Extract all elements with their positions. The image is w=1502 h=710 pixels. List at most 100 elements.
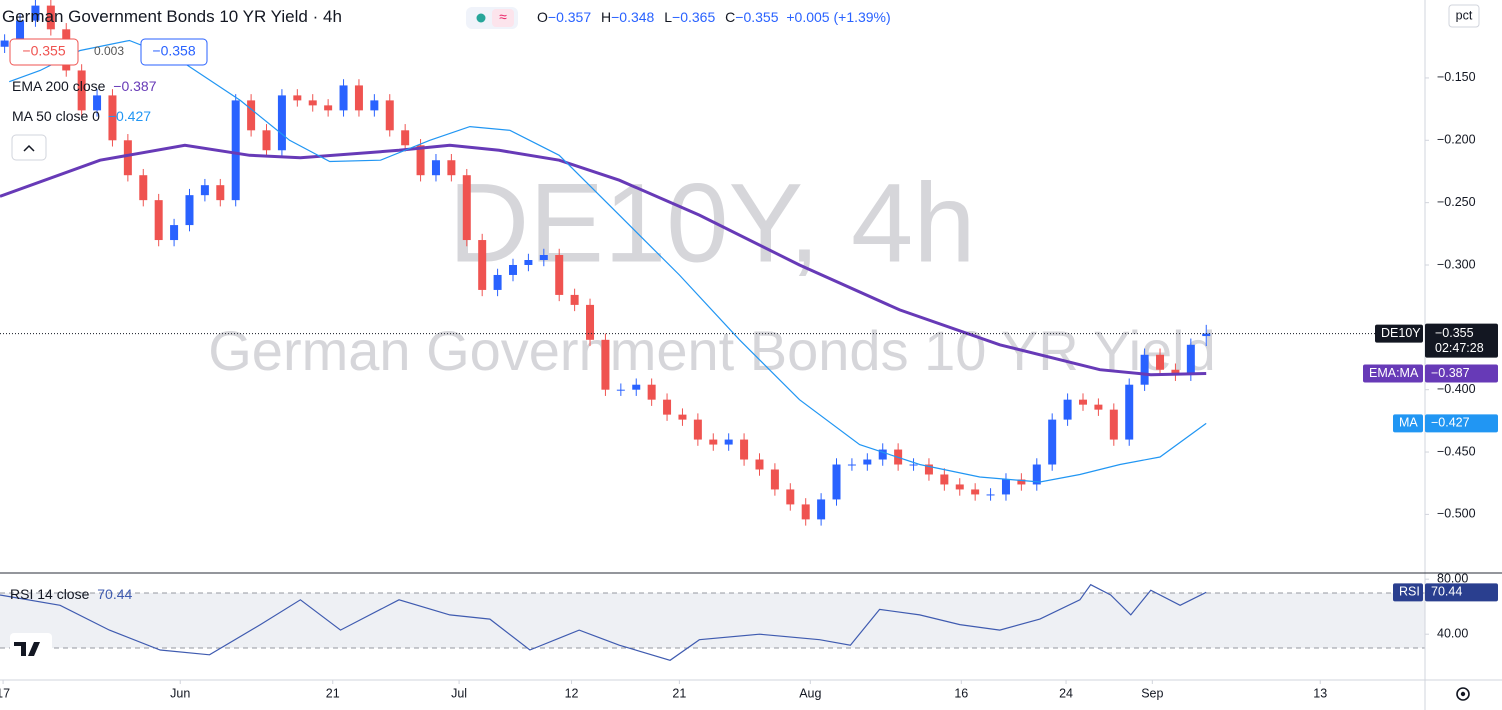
x-tick-label: Aug [799, 686, 821, 700]
ma-name: MA 50 close 0 [12, 108, 100, 124]
candle-body [185, 195, 194, 226]
change: +0.005 (+1.39%) [786, 9, 890, 25]
candle-body [46, 5, 55, 30]
status-dot [476, 13, 486, 23]
ema-name: EMA 200 close [12, 78, 106, 94]
rsi-legend: RSI 14 close 70.44 [10, 586, 133, 602]
candle-body [447, 160, 456, 176]
candle-body [293, 95, 302, 101]
logo-mark [14, 642, 40, 656]
price-tag-label: EMA:MA [1369, 366, 1419, 380]
candle-body [601, 339, 610, 390]
candle-body [308, 100, 317, 106]
price-tag [1425, 583, 1498, 602]
ema-legend: EMA 200 close −0.387 [12, 78, 157, 94]
candle-body [509, 264, 517, 275]
spread: 0.003 [94, 44, 124, 58]
y-tick-label: −0.150 [1437, 70, 1476, 84]
price-tag [1375, 324, 1423, 343]
candle-body [724, 439, 733, 445]
candle-body [154, 200, 163, 241]
rsi-band [0, 592, 1425, 648]
y-tick-label: 80.00 [1437, 571, 1468, 585]
candle-body [324, 105, 333, 111]
c-value: −0.355 [735, 9, 778, 25]
candle-body [1171, 369, 1180, 375]
candle-body [216, 185, 225, 201]
ema-value: −0.387 [113, 78, 156, 94]
candle-body [123, 140, 132, 176]
y-tick-label: −0.200 [1437, 133, 1476, 147]
candle-body [1048, 419, 1057, 465]
candle-body [262, 130, 271, 151]
price-tag [1425, 414, 1498, 433]
title: German Government Bonds 10 YR Yield [2, 7, 308, 26]
candle-body [955, 484, 964, 490]
candle-body [1079, 399, 1087, 405]
candle-body [462, 175, 471, 241]
candle-body [1156, 354, 1165, 370]
x-tick-label: 24 [1059, 686, 1073, 700]
candle-body [416, 145, 425, 176]
legend: German Government Bonds 10 YR Yield · 4h… [2, 4, 1480, 701]
pct-label: pct [1456, 8, 1473, 22]
x-tick-label: Jun [170, 686, 190, 700]
candle-body [1017, 479, 1026, 485]
candle-body [909, 464, 918, 466]
x-tick-label: 13 [1313, 686, 1327, 700]
indicator-line [0, 143, 1207, 377]
candle-body [524, 260, 533, 265]
candle-body [1094, 404, 1103, 410]
candle-body [1032, 464, 1041, 485]
y-tick-label: −0.300 [1437, 257, 1476, 271]
price-tag [1393, 583, 1423, 602]
y-tick-label: −0.400 [1437, 382, 1476, 396]
price-tag [1393, 414, 1423, 433]
plot [0, 0, 1425, 661]
l-label: L [664, 9, 672, 25]
candle-body [663, 399, 672, 415]
candle-body [139, 175, 148, 201]
x-tick-label: Sep [1141, 686, 1163, 700]
y-tick-label: −0.250 [1437, 195, 1476, 209]
candle-body [339, 85, 348, 111]
buy-button[interactable] [140, 38, 208, 66]
candle-body [31, 5, 40, 21]
last-price-tag [1425, 323, 1498, 358]
ma-legend: MA 50 close 0 −0.427 [12, 108, 151, 124]
candle-body [847, 464, 856, 466]
candle-body [770, 469, 779, 490]
settings-icon[interactable] [1456, 687, 1470, 701]
candle-body [755, 459, 764, 470]
candle-body [401, 130, 410, 146]
candle-body [385, 100, 394, 131]
candle-body [354, 85, 363, 111]
h-value: −0.348 [611, 9, 654, 25]
price-tag-label: 70.44 [1431, 585, 1462, 599]
watermark-name: German Government Bonds 10 YR Yield [208, 319, 1216, 382]
x-tick-label: Jul [451, 686, 467, 700]
ma-value: −0.427 [108, 108, 151, 124]
x-tick-label: 21 [672, 686, 686, 700]
x-tick-label: 17 [0, 686, 10, 700]
sell-button[interactable] [9, 38, 79, 66]
candle-body [616, 389, 625, 391]
collapse-button[interactable] [11, 134, 47, 161]
ohlc: O−0.357 H−0.348 L−0.365 C−0.355 +0.005 (… [537, 9, 891, 25]
c-label: C [725, 9, 735, 25]
candle-body [1001, 479, 1010, 495]
x-tick-label: 21 [326, 686, 340, 700]
interval: 4h [323, 7, 342, 26]
y-tick-label: −0.450 [1437, 444, 1476, 458]
pct-button[interactable] [1448, 4, 1480, 28]
candle-body [1202, 333, 1211, 337]
candle-body [493, 274, 502, 290]
candle-body [570, 294, 579, 305]
h-label: H [601, 9, 611, 25]
candle-body [93, 95, 102, 111]
l-value: −0.365 [672, 9, 715, 25]
o-value: −0.357 [548, 9, 591, 25]
buy-price: −0.358 [152, 43, 195, 59]
candle-body [817, 499, 826, 520]
